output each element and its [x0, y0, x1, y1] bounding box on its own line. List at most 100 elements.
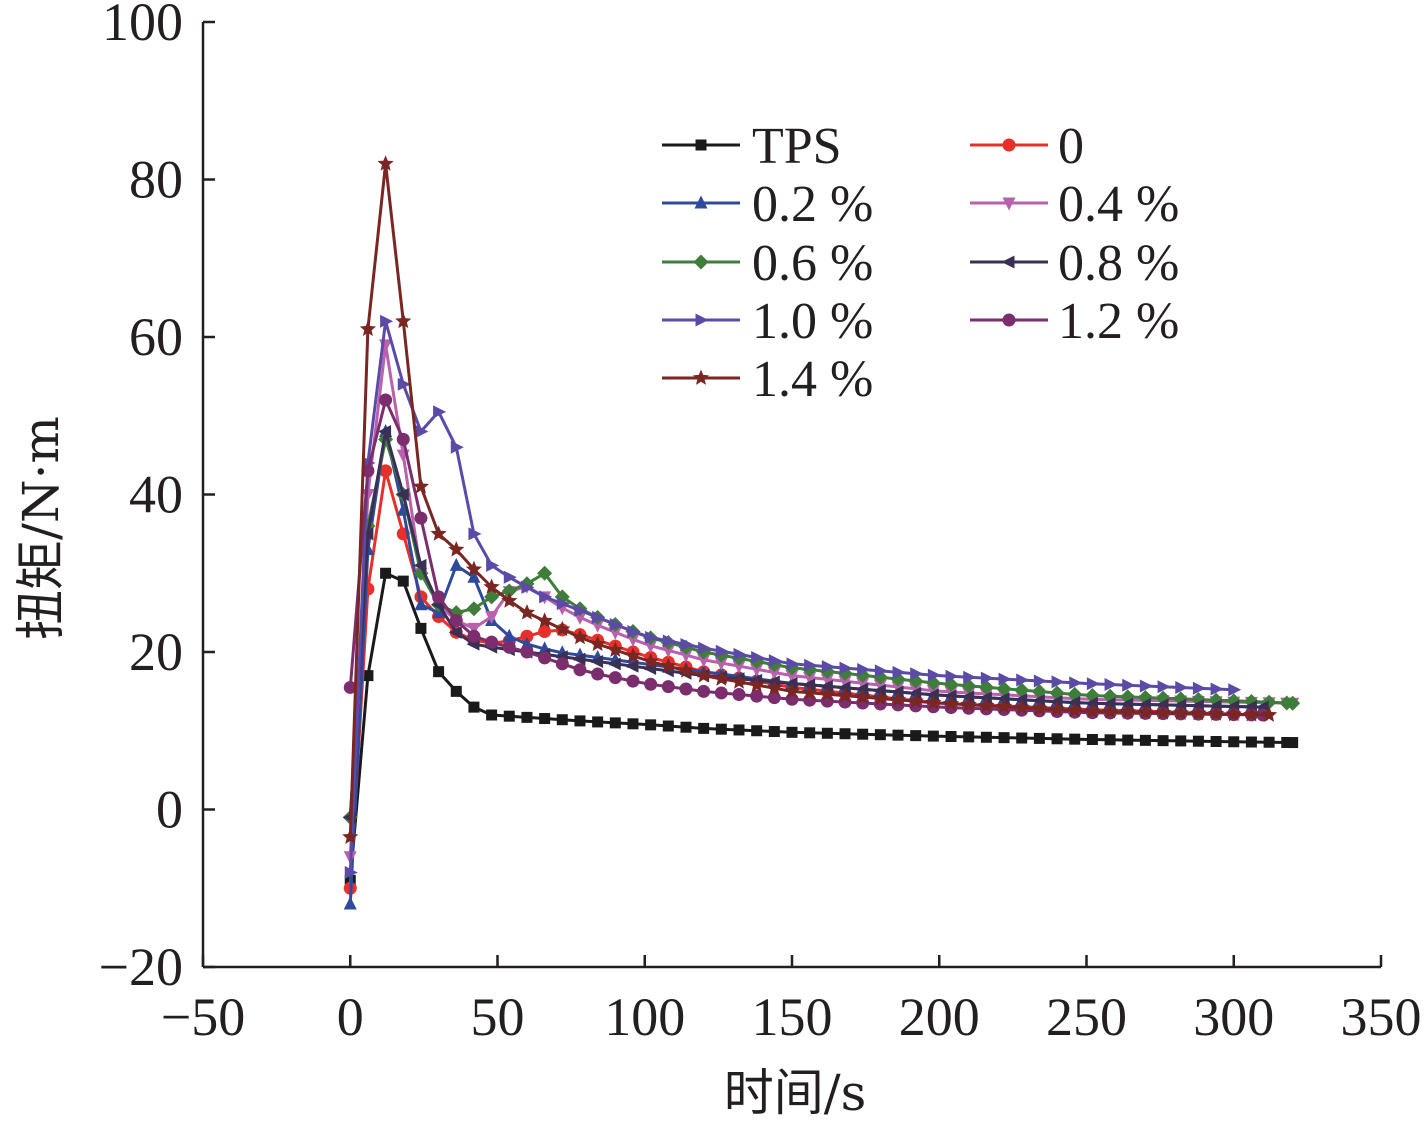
- data-point: [415, 425, 429, 438]
- data-point: [837, 681, 851, 695]
- data-point: [1157, 735, 1169, 747]
- x-tick-label: 100: [604, 987, 685, 1047]
- data-point: [503, 710, 515, 722]
- data-point: [996, 692, 1010, 706]
- data-point: [978, 697, 995, 713]
- x-tick-label: 250: [1046, 987, 1127, 1047]
- data-point: [415, 622, 427, 634]
- y-tick-label: 100: [102, 0, 183, 52]
- data-point: [1285, 695, 1301, 711]
- data-point: [592, 716, 604, 728]
- data-point: [963, 731, 975, 743]
- data-point: [1139, 679, 1153, 693]
- data-point: [377, 155, 394, 171]
- data-point: [627, 625, 641, 639]
- y-tick-label: −20: [99, 937, 183, 997]
- data-point: [661, 644, 675, 658]
- data-point: [554, 620, 571, 636]
- data-point: [1031, 694, 1045, 708]
- legend-label: TPS: [752, 118, 842, 175]
- data-point: [518, 604, 535, 620]
- data-point: [802, 678, 816, 692]
- data-point: [768, 726, 780, 738]
- x-tick-label: −50: [161, 987, 245, 1047]
- data-point: [537, 565, 553, 581]
- data-point: [943, 689, 957, 703]
- data-point: [838, 675, 852, 689]
- data-point: [465, 560, 482, 577]
- data-point: [590, 654, 604, 668]
- legend-marker: [1001, 255, 1015, 269]
- data-point: [1210, 682, 1224, 696]
- data-point: [1190, 705, 1207, 721]
- data-point: [644, 677, 658, 691]
- data-point: [766, 679, 783, 696]
- data-point: [927, 730, 939, 742]
- data-point: [1104, 678, 1118, 692]
- data-point: [715, 644, 729, 658]
- legend-label: 0: [1058, 118, 1084, 175]
- x-tick-label: 200: [899, 987, 980, 1047]
- data-point: [679, 649, 693, 663]
- series-6: [344, 314, 1242, 879]
- data-point: [609, 617, 623, 631]
- data-point: [1225, 705, 1242, 722]
- data-point: [890, 685, 904, 699]
- data-point: [591, 619, 605, 633]
- axes: −50 0 50 100 150 200 250 300 350 −20 0 20 40 60 80 100: [99, 0, 1422, 1047]
- legend-marker: [1002, 138, 1016, 152]
- legend-item: 1.2 %: [970, 293, 1179, 350]
- data-point: [395, 312, 412, 329]
- data-point: [892, 665, 906, 679]
- data-point: [501, 583, 517, 599]
- data-point: [750, 663, 764, 677]
- data-point: [645, 630, 659, 644]
- data-point: [910, 730, 922, 742]
- data-point: [1014, 693, 1028, 707]
- data-point: [645, 719, 657, 731]
- data-point: [573, 663, 587, 677]
- data-point: [414, 511, 428, 525]
- data-point: [378, 425, 392, 438]
- legend-label: 1.2 %: [1058, 293, 1179, 350]
- data-point: [1086, 734, 1098, 746]
- data-point: [1014, 682, 1030, 698]
- data-point: [1263, 736, 1275, 748]
- data-point: [801, 684, 818, 700]
- legend-item: 0.8 %: [970, 235, 1179, 292]
- legend: TPS 0 0.2 % 0.4 % 0.6 % 0.8 % 1.0 % 1.2 % 1.4 %: [662, 118, 1179, 408]
- data-point: [450, 440, 464, 454]
- data-point: [344, 866, 358, 879]
- x-tick-label: 350: [1341, 987, 1422, 1047]
- series-3: [343, 339, 1300, 865]
- legend-item: 0: [970, 118, 1084, 175]
- data-point: [449, 614, 463, 627]
- data-point: [520, 629, 534, 643]
- data-point: [661, 680, 675, 694]
- data-point: [395, 488, 409, 501]
- data-point: [662, 720, 674, 732]
- data-point: [1049, 701, 1066, 717]
- data-point: [1102, 703, 1119, 719]
- data-point: [539, 713, 551, 725]
- legend-item: 0.4 %: [970, 176, 1179, 233]
- data-point: [467, 629, 481, 643]
- data-point: [466, 601, 482, 617]
- series-line: [348, 437, 1293, 818]
- data-point: [555, 657, 569, 671]
- data-point: [677, 662, 695, 678]
- data-point: [1122, 678, 1136, 692]
- data-point: [680, 721, 692, 733]
- data-point: [1243, 706, 1260, 722]
- data-point: [1069, 733, 1081, 745]
- data-point: [1208, 705, 1225, 721]
- data-point: [1155, 704, 1172, 720]
- data-point: [767, 666, 781, 680]
- data-point: [925, 688, 939, 702]
- data-point: [556, 714, 568, 726]
- data-point: [448, 625, 462, 639]
- data-point: [857, 728, 869, 740]
- data-point: [644, 640, 658, 654]
- data-point: [1016, 673, 1030, 687]
- legend-label: 0.6 %: [752, 235, 873, 292]
